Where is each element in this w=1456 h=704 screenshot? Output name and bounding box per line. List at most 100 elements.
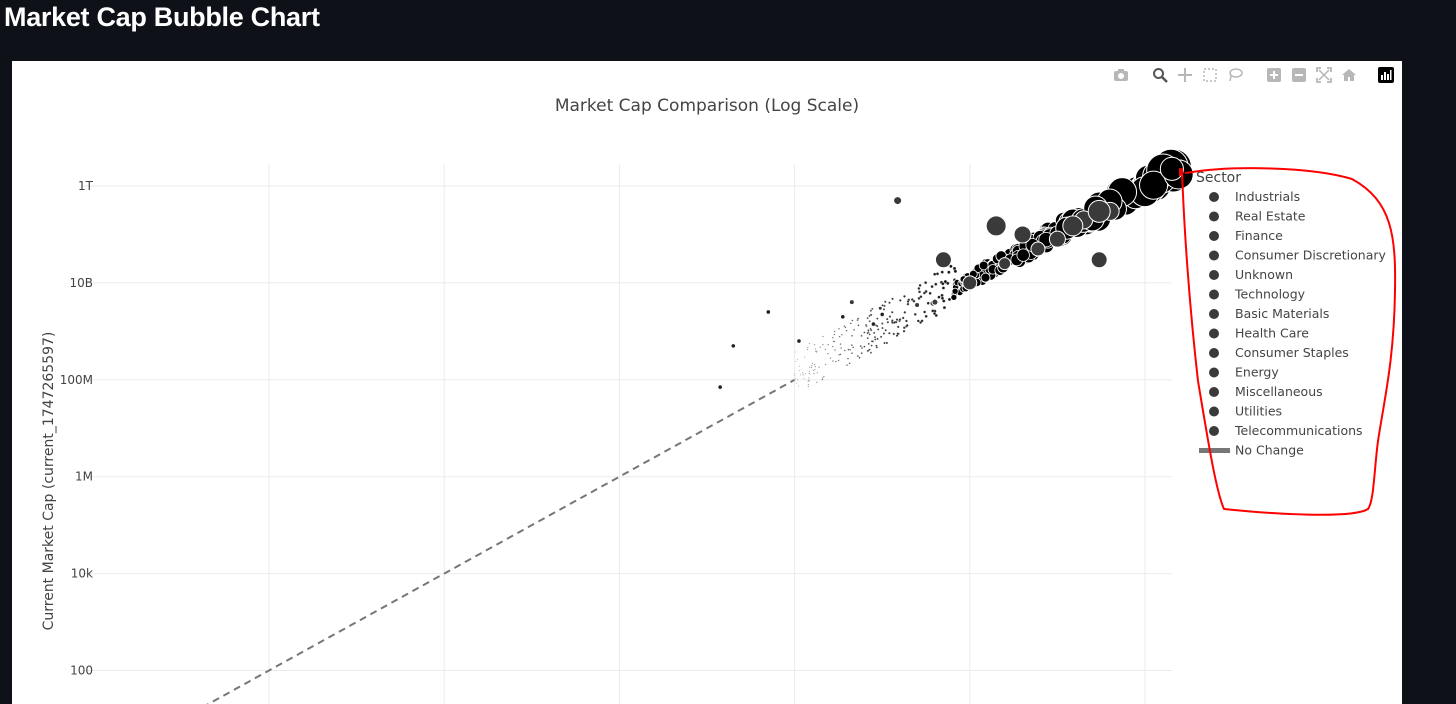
data-point — [838, 327, 840, 330]
data-point — [796, 382, 798, 384]
data-point — [917, 296, 921, 300]
legend-marker — [1209, 192, 1219, 202]
zoom-in-icon[interactable] — [1264, 65, 1283, 84]
data-point — [850, 334, 854, 337]
data-point — [832, 360, 834, 362]
data-point — [868, 333, 871, 336]
data-point — [816, 371, 819, 374]
data-point — [933, 272, 937, 276]
notable-data-point — [877, 305, 883, 311]
data-point — [795, 360, 797, 362]
data-point — [810, 366, 813, 369]
chart-svg[interactable]: 1T 10B 100M 1M 10k 100 Market Cap Comparison (… — [12, 61, 1402, 704]
data-point — [872, 331, 876, 335]
autoscale-icon[interactable] — [1314, 65, 1333, 84]
data-point — [898, 318, 902, 321]
data-point — [1016, 248, 1030, 262]
data-point — [884, 329, 887, 332]
reset-axes-icon[interactable] — [1339, 65, 1358, 84]
notable-data-point — [1030, 241, 1046, 257]
data-point — [859, 344, 862, 348]
data-point — [823, 375, 825, 378]
data-point — [809, 366, 811, 368]
data-point — [932, 311, 937, 316]
data-point — [793, 374, 796, 377]
data-point — [821, 378, 824, 381]
notable-data-point — [893, 196, 903, 206]
data-point — [890, 310, 894, 314]
data-point — [902, 329, 906, 333]
data-point — [876, 337, 879, 341]
legend-marker — [1209, 231, 1219, 241]
red-annotation-circle — [1179, 167, 1397, 516]
data-point — [883, 341, 886, 345]
data-point — [886, 320, 890, 324]
data-point — [888, 331, 891, 335]
data-point — [866, 316, 869, 320]
legend-entry-label: Unknown — [1235, 267, 1293, 282]
data-point — [942, 305, 947, 310]
data-point — [935, 272, 940, 276]
data-point — [766, 310, 771, 314]
data-point — [856, 355, 859, 358]
data-point — [934, 282, 938, 286]
legend-title: Sector — [1196, 170, 1241, 186]
data-point — [913, 312, 917, 316]
data-point — [906, 300, 910, 303]
data-point — [845, 329, 848, 332]
data-point — [946, 281, 950, 286]
data-point — [923, 310, 927, 314]
data-point — [901, 316, 905, 320]
data-point — [833, 333, 836, 336]
data-point — [815, 351, 818, 353]
chart-panel[interactable]: 1T 10B 100M 1M 10k 100 Market Cap Comparison (… — [12, 61, 1402, 704]
zoom-icon[interactable] — [1150, 65, 1169, 84]
y-axis-title: Current Market Cap (current_1747265597) — [41, 332, 57, 631]
plotly-logo-icon[interactable] — [1378, 66, 1394, 83]
data-point — [795, 378, 797, 380]
data-point — [846, 357, 850, 360]
data-point — [874, 338, 877, 341]
data-point — [833, 340, 836, 343]
data-point — [814, 365, 817, 368]
data-point — [824, 348, 827, 351]
data-point — [922, 291, 926, 295]
data-point — [843, 349, 846, 352]
legend-marker — [1209, 328, 1219, 339]
data-point — [898, 299, 902, 302]
data-point — [949, 264, 953, 269]
data-point — [863, 345, 866, 348]
data-point — [838, 335, 841, 338]
data-point — [875, 344, 878, 347]
data-point — [846, 364, 849, 367]
data-point — [863, 331, 866, 334]
data-point — [860, 352, 863, 355]
box-select-icon[interactable] — [1200, 65, 1219, 84]
data-point — [950, 293, 958, 301]
camera-icon[interactable] — [1111, 65, 1130, 84]
notable-data-point — [1090, 251, 1108, 269]
data-point — [941, 282, 945, 286]
data-point — [821, 377, 824, 379]
data-point — [906, 302, 910, 306]
data-point — [816, 381, 818, 383]
lasso-icon[interactable] — [1225, 65, 1244, 84]
zoom-out-icon[interactable] — [1289, 65, 1308, 84]
legend-entry-label: Consumer Staples — [1235, 345, 1349, 360]
data-point — [953, 269, 958, 274]
data-point — [831, 336, 834, 339]
data-point — [804, 372, 806, 375]
data-point — [894, 320, 898, 324]
data-point — [879, 335, 883, 339]
data-point — [896, 325, 900, 329]
legend-marker — [1209, 211, 1219, 222]
pan-icon[interactable] — [1175, 65, 1194, 84]
no-change-line — [206, 378, 796, 704]
data-point — [876, 328, 880, 331]
data-point — [870, 313, 873, 317]
data-point — [871, 322, 876, 326]
data-point — [833, 330, 836, 333]
data-point — [941, 286, 946, 290]
data-point — [797, 385, 800, 387]
legend-marker — [1209, 387, 1219, 397]
